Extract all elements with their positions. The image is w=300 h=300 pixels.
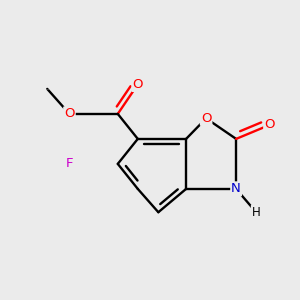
Text: O: O — [64, 107, 75, 120]
Text: N: N — [231, 182, 241, 195]
Text: methyl: methyl — [45, 88, 50, 89]
Text: O: O — [133, 78, 143, 91]
Text: O: O — [201, 112, 211, 125]
Text: O: O — [264, 118, 275, 131]
Text: F: F — [66, 158, 73, 170]
Text: methyl: methyl — [31, 83, 36, 84]
Text: H: H — [252, 206, 260, 219]
